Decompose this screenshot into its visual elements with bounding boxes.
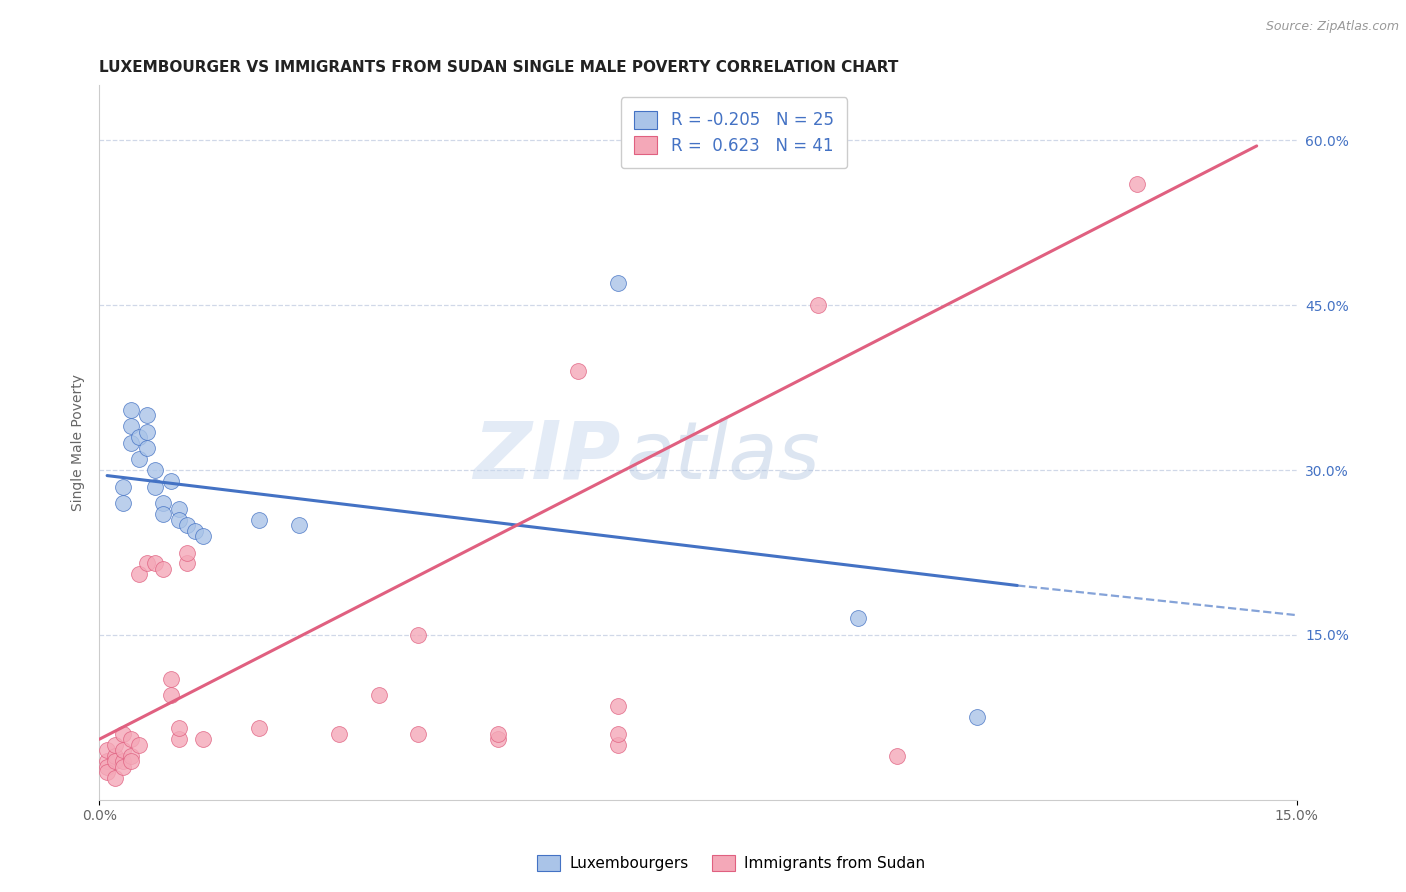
- Point: [143, 557, 166, 571]
- Point: [112, 760, 135, 774]
- Point: [807, 298, 830, 312]
- Point: [96, 754, 118, 768]
- Point: [607, 738, 630, 752]
- Point: [160, 474, 183, 488]
- Point: [152, 496, 174, 510]
- Point: [120, 419, 142, 434]
- Point: [112, 754, 135, 768]
- Point: [136, 557, 159, 571]
- Point: [120, 402, 142, 417]
- Legend: R = -0.205   N = 25, R =  0.623   N = 41: R = -0.205 N = 25, R = 0.623 N = 41: [620, 97, 846, 168]
- Point: [112, 496, 135, 510]
- Point: [184, 524, 207, 538]
- Point: [128, 567, 150, 582]
- Point: [176, 557, 198, 571]
- Point: [176, 518, 198, 533]
- Point: [408, 727, 430, 741]
- Point: [607, 277, 630, 291]
- Point: [120, 748, 142, 763]
- Point: [152, 562, 174, 576]
- Point: [136, 408, 159, 422]
- Point: [128, 452, 150, 467]
- Point: [191, 529, 214, 543]
- Point: [966, 710, 988, 724]
- Point: [128, 430, 150, 444]
- Point: [96, 760, 118, 774]
- Point: [104, 738, 127, 752]
- Point: [136, 425, 159, 439]
- Point: [846, 611, 869, 625]
- Point: [328, 727, 350, 741]
- Point: [486, 732, 509, 747]
- Point: [167, 501, 190, 516]
- Text: ZIP: ZIP: [472, 418, 620, 496]
- Point: [191, 732, 214, 747]
- Y-axis label: Single Male Poverty: Single Male Poverty: [72, 374, 86, 511]
- Point: [1126, 178, 1149, 192]
- Text: LUXEMBOURGER VS IMMIGRANTS FROM SUDAN SINGLE MALE POVERTY CORRELATION CHART: LUXEMBOURGER VS IMMIGRANTS FROM SUDAN SI…: [100, 60, 898, 75]
- Point: [886, 748, 908, 763]
- Point: [160, 689, 183, 703]
- Point: [367, 689, 389, 703]
- Point: [567, 364, 589, 378]
- Point: [607, 699, 630, 714]
- Point: [104, 771, 127, 785]
- Text: Source: ZipAtlas.com: Source: ZipAtlas.com: [1265, 20, 1399, 33]
- Point: [408, 628, 430, 642]
- Point: [120, 435, 142, 450]
- Point: [247, 722, 270, 736]
- Point: [120, 732, 142, 747]
- Point: [167, 732, 190, 747]
- Point: [112, 743, 135, 757]
- Point: [104, 754, 127, 768]
- Point: [112, 479, 135, 493]
- Point: [128, 738, 150, 752]
- Point: [167, 722, 190, 736]
- Point: [120, 754, 142, 768]
- Point: [167, 512, 190, 526]
- Point: [176, 545, 198, 559]
- Point: [486, 727, 509, 741]
- Point: [96, 743, 118, 757]
- Point: [160, 672, 183, 686]
- Point: [143, 463, 166, 477]
- Point: [607, 727, 630, 741]
- Point: [112, 727, 135, 741]
- Point: [143, 479, 166, 493]
- Legend: Luxembourgers, Immigrants from Sudan: Luxembourgers, Immigrants from Sudan: [531, 849, 931, 877]
- Point: [104, 748, 127, 763]
- Point: [287, 518, 309, 533]
- Point: [247, 512, 270, 526]
- Text: atlas: atlas: [626, 418, 821, 496]
- Point: [152, 507, 174, 521]
- Point: [136, 441, 159, 455]
- Point: [96, 765, 118, 780]
